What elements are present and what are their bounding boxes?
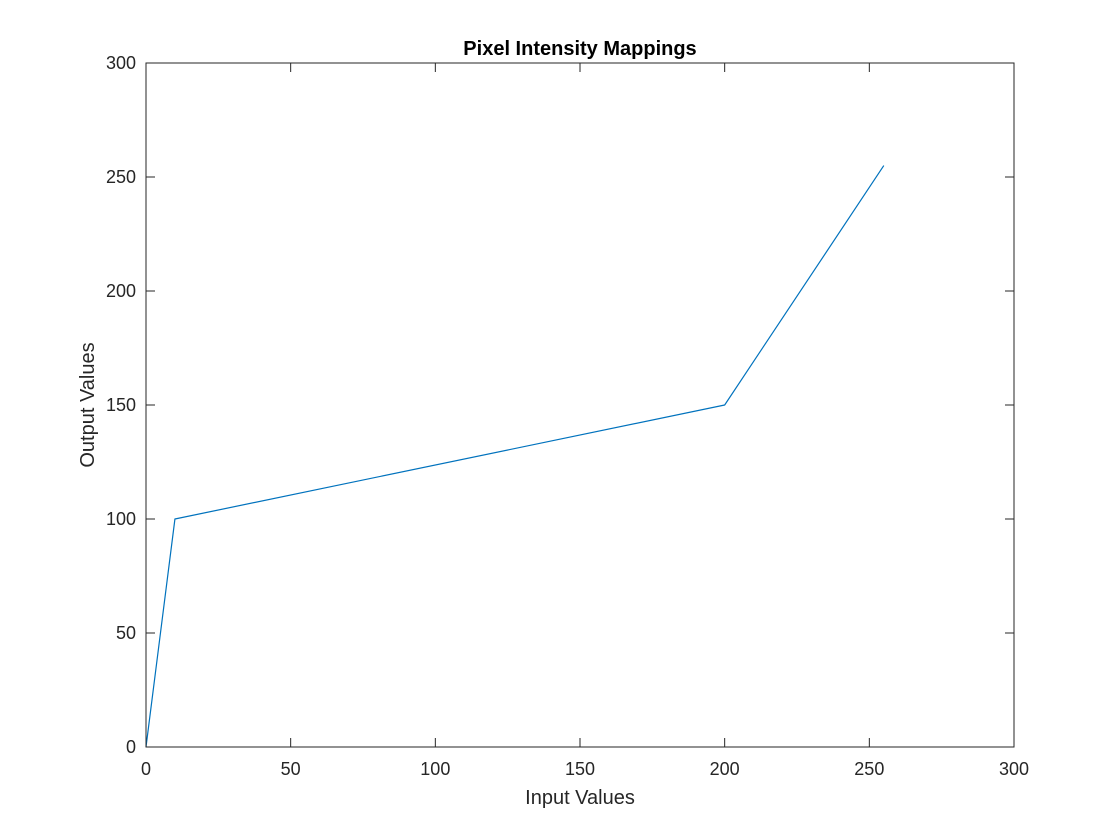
y-tick-label: 150 (106, 395, 136, 415)
x-tick-label: 200 (710, 759, 740, 779)
chart-title: Pixel Intensity Mappings (463, 38, 696, 60)
ticks-layer: 0 50 100 150 200 250 300 0 50 100 150 200 250 300 (106, 53, 1029, 779)
x-tick-label: 250 (854, 759, 884, 779)
y-tick-label: 300 (106, 53, 136, 73)
x-tick-label: 150 (565, 759, 595, 779)
x-tick-label: 0 (141, 759, 151, 779)
x-tick-label: 300 (999, 759, 1029, 779)
y-tick-label: 0 (126, 737, 136, 757)
y-tick-label: 250 (106, 167, 136, 187)
series-layer (145, 165, 885, 748)
x-tick-label: 100 (420, 759, 450, 779)
series-line-0 (145, 165, 885, 748)
y-tick-label: 100 (106, 509, 136, 529)
y-tick-label: 200 (106, 281, 136, 301)
y-axis-label: Output Values (77, 342, 99, 467)
plot-frame (145, 62, 1015, 748)
y-tick-label: 50 (116, 623, 136, 643)
x-axis-label: Input Values (525, 787, 635, 809)
x-tick-label: 50 (281, 759, 301, 779)
plot-area (146, 63, 1014, 747)
